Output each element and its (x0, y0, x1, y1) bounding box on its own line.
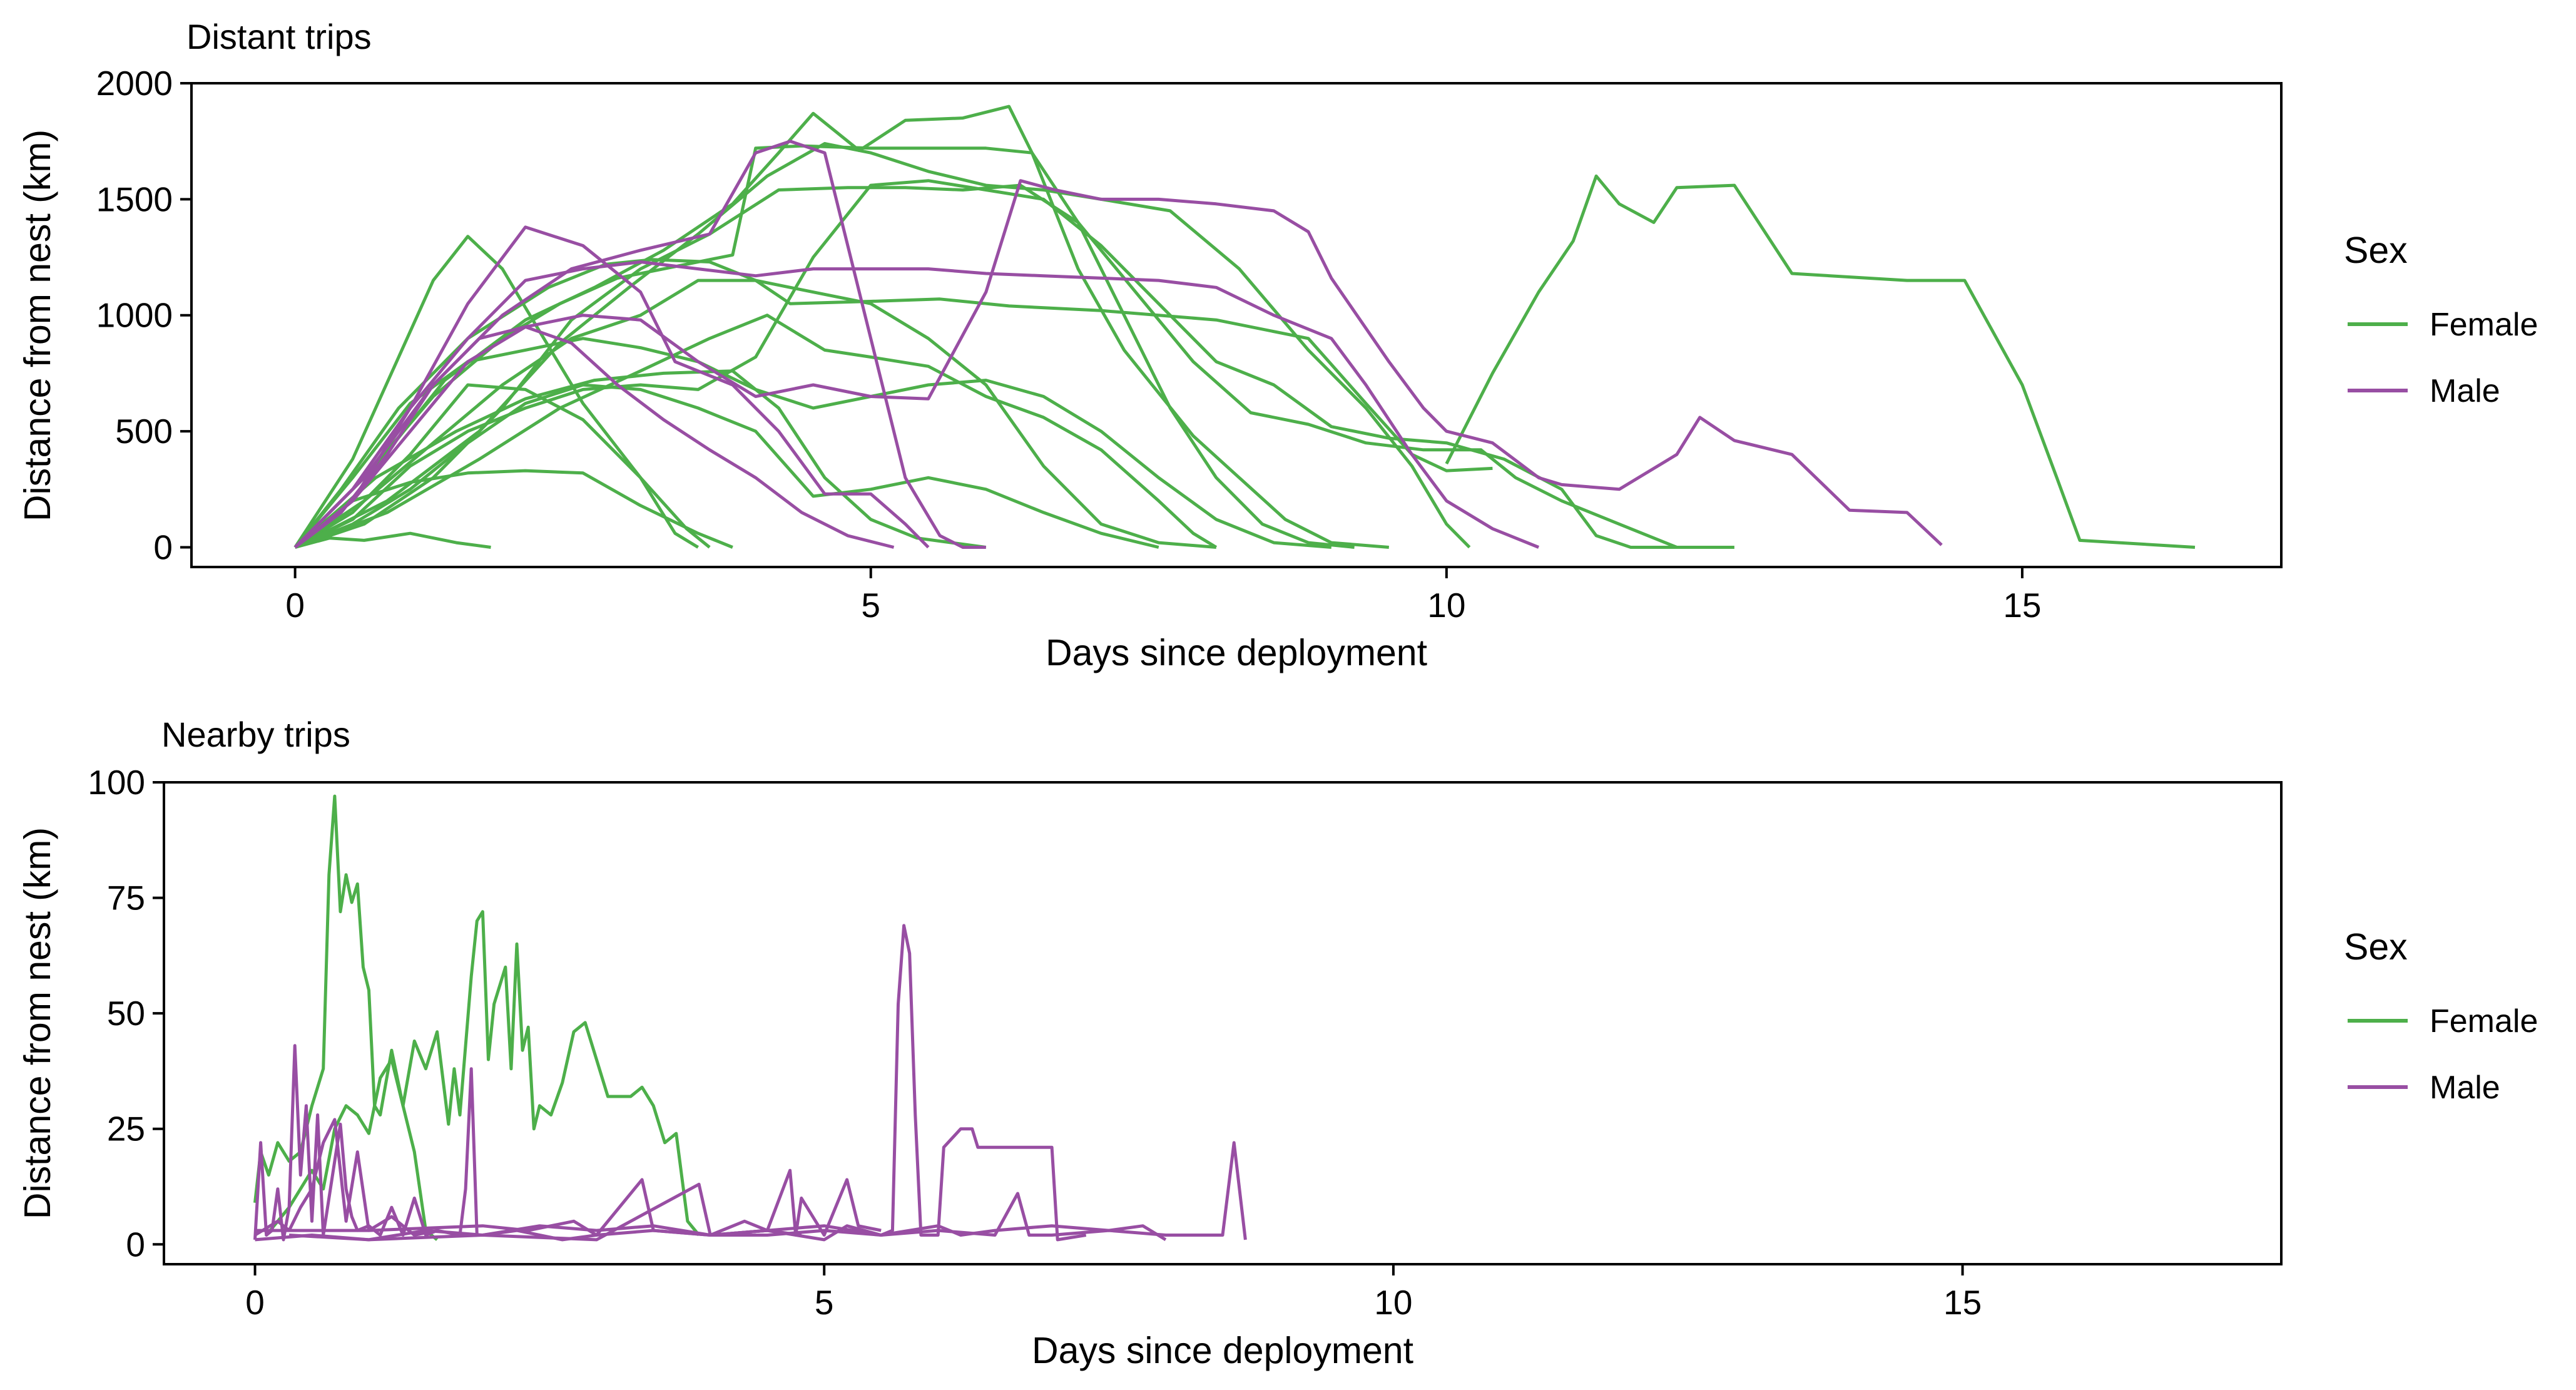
x-axis-title-nearby: Days since deployment (1032, 1330, 1413, 1371)
x-tick-label-distant-15: 15 (2003, 586, 2041, 625)
series-line-distant-male-19 (293, 260, 1540, 549)
panel-title-nearby: Nearby trips (161, 715, 350, 754)
series-line-distant-male-16 (294, 225, 930, 549)
series-line-distant-female-3 (293, 105, 1355, 549)
y-tick-label-nearby-50: 50 (107, 994, 145, 1033)
x-axis-title-distant: Days since deployment (1046, 632, 1427, 673)
plot-frame-nearby (163, 781, 2283, 1265)
y-tick-label-distant-0: 0 (153, 528, 173, 566)
y-tick-label-nearby-0: 0 (126, 1225, 145, 1264)
series-line-distant-female-1 (293, 258, 1493, 549)
y-axis-title-nearby: Distance from nest (km) (17, 827, 58, 1219)
x-tick-label-nearby-15: 15 (1943, 1283, 1982, 1322)
series-line-distant-male-20 (294, 325, 895, 549)
y-tick-label-nearby-75: 75 (107, 879, 145, 917)
series-line-nearby-male-2 (253, 1044, 483, 1242)
series-line-distant-female-14 (294, 383, 1159, 549)
x-tick-label-distant-10: 10 (1427, 586, 1465, 625)
legend-label-female-distant: Female (2430, 307, 2538, 343)
y-axis-ticks-nearby: 0 25 50 75 100 (88, 763, 164, 1264)
legend-title-distant: Sex (2344, 230, 2408, 271)
series-line-nearby-female-0 (253, 794, 701, 1237)
panel-title-distant: Distant trips (186, 17, 372, 56)
y-tick-label-distant-1000: 1000 (96, 296, 173, 335)
series-line-distant-female-12 (294, 179, 1734, 549)
y-tick-label-distant-1500: 1500 (96, 180, 173, 218)
series-line-nearby-male-8 (710, 1224, 1167, 1242)
series-lines-distant (293, 105, 2196, 549)
x-tick-label-nearby-10: 10 (1374, 1283, 1412, 1322)
y-tick-label-distant-500: 500 (115, 412, 173, 451)
series-line-distant-female-13 (294, 279, 1217, 549)
distant-trips-panel: Distant trips 0 5 10 15 0 500 1000 1500 2000 Da… (17, 17, 2538, 673)
series-line-distant-female-15 (1445, 174, 2196, 549)
legend-label-male-distant: Male (2430, 373, 2500, 409)
series-lines-nearby (253, 794, 1247, 1242)
series-line-distant-female-6 (294, 531, 491, 549)
series-line-distant-male-18 (294, 179, 1943, 549)
series-line-nearby-male-7 (482, 1141, 1247, 1242)
series-line-distant-female-10 (294, 314, 1218, 549)
legend-nearby: Sex Female Male (2344, 926, 2538, 1106)
legend-label-female-nearby: Female (2430, 1003, 2538, 1040)
y-axis-title-distant: Distance from nest (km) (17, 130, 58, 521)
series-line-distant-female-9 (294, 141, 1471, 549)
series-line-distant-female-0 (293, 235, 699, 549)
x-tick-label-nearby-5: 5 (815, 1283, 834, 1322)
series-line-distant-female-11 (294, 183, 1677, 549)
x-tick-label-distant-5: 5 (861, 586, 880, 625)
y-tick-label-nearby-100: 100 (88, 763, 145, 802)
y-tick-label-distant-2000: 2000 (96, 64, 173, 103)
legend-label-male-nearby: Male (2430, 1070, 2500, 1106)
legend-title-nearby: Sex (2344, 926, 2408, 968)
y-axis-ticks-distant: 0 500 1000 1500 2000 (96, 64, 191, 566)
x-tick-label-distant-0: 0 (285, 586, 305, 625)
nearby-trips-panel: Nearby trips 0 5 10 15 0 25 50 75 100 Days sinc… (17, 715, 2538, 1371)
legend-distant: Sex Female Male (2344, 230, 2538, 409)
x-axis-ticks-nearby: 0 5 10 15 (245, 1264, 1982, 1322)
plot-frame-distant (190, 82, 2283, 568)
x-axis-ticks-distant: 0 5 10 15 (285, 567, 2042, 625)
y-tick-label-nearby-25: 25 (107, 1110, 145, 1148)
x-tick-label-nearby-0: 0 (245, 1283, 265, 1322)
series-line-nearby-male-6 (288, 924, 1087, 1242)
